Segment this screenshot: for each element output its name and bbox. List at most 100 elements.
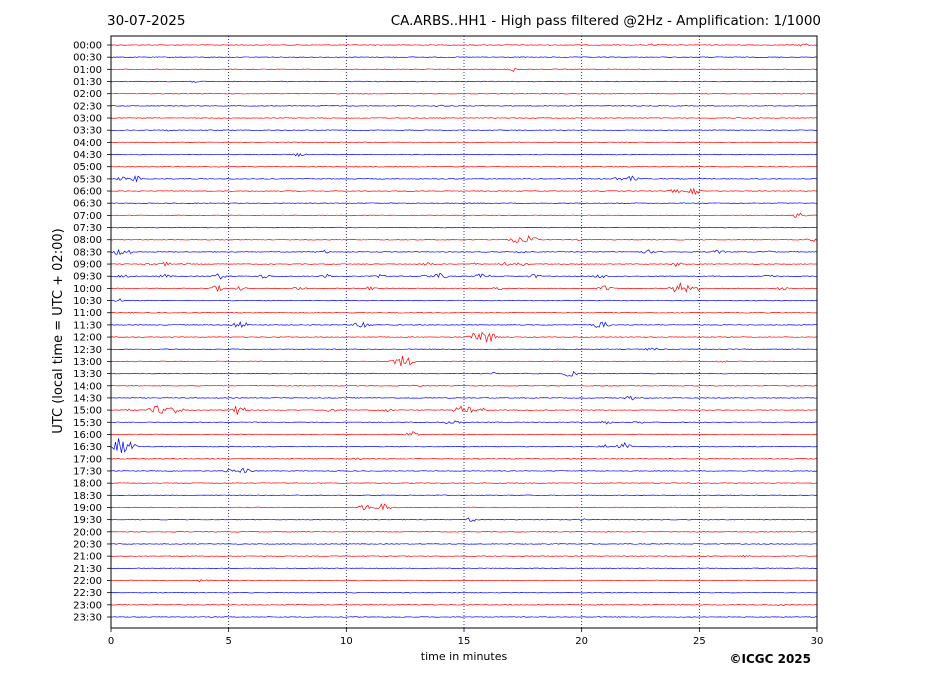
trace-1900: [110, 503, 818, 511]
y-tick-label-1030: 10:30: [73, 296, 102, 307]
y-tick-label-0800: 08:00: [73, 235, 102, 246]
y-tick-label-1800: 18:00: [73, 479, 102, 490]
trace-0430: [110, 152, 818, 158]
trace-2330: [110, 616, 818, 618]
trace-0200: [110, 92, 818, 95]
trace-2230: [110, 591, 818, 594]
trace-0930: [110, 272, 818, 280]
trace-1130: [110, 321, 818, 328]
y-tick-label-1630: 16:30: [73, 442, 102, 453]
trace-2300: [110, 603, 818, 606]
trace-1930: [110, 517, 818, 522]
y-tick-label-2100: 21:00: [73, 552, 102, 563]
y-tick-label-0700: 07:00: [73, 211, 102, 222]
y-tick-label-2200: 22:00: [73, 576, 102, 587]
trace-0800: [110, 234, 818, 243]
seismic-traces: [110, 43, 818, 618]
trace-1200: [110, 331, 818, 343]
y-tick-label-0430: 04:30: [73, 150, 102, 161]
y-tick-label-0000: 00:00: [73, 41, 102, 52]
trace-1430: [110, 395, 818, 401]
trace-1830: [110, 494, 818, 496]
trace-0130: [110, 80, 818, 83]
y-tick-label-0900: 09:00: [73, 260, 102, 271]
trace-0300: [110, 116, 818, 119]
trace-0730: [110, 226, 818, 229]
y-tick-label-1930: 19:30: [73, 515, 102, 526]
trace-1700: [110, 457, 818, 461]
y-tick-label-0530: 05:30: [73, 174, 102, 185]
trace-1300: [110, 355, 818, 367]
trace-1800: [110, 482, 818, 484]
plot-frame: [110, 35, 818, 629]
y-tick-label-1200: 12:00: [73, 333, 102, 344]
trace-0000: [110, 43, 818, 47]
date-label: 30-07-2025: [107, 13, 185, 29]
trace-0530: [110, 175, 818, 183]
y-tick-label-1000: 10:00: [73, 284, 102, 295]
trace-1230: [110, 347, 818, 351]
y-tick-label-0830: 08:30: [73, 247, 102, 258]
y-tick-label-0730: 07:30: [73, 223, 102, 234]
y-tick-label-2230: 22:30: [73, 588, 102, 599]
y-tick-label-0500: 05:00: [73, 162, 102, 173]
y-tick-label-2000: 20:00: [73, 527, 102, 538]
trace-0900: [110, 261, 818, 268]
y-tick-label-0400: 04:00: [73, 138, 102, 149]
y-tick-label-1300: 13:00: [73, 357, 102, 368]
y-tick-label-1230: 12:30: [73, 345, 102, 356]
trace-1500: [110, 405, 818, 415]
trace-1630: [110, 438, 818, 454]
y-tick-label-0130: 01:30: [73, 77, 102, 88]
trace-2000: [110, 531, 818, 533]
trace-1730: [110, 467, 818, 474]
trace-2100: [110, 554, 818, 558]
x-tick-label-25: 25: [693, 636, 706, 647]
x-tick-label-10: 10: [340, 636, 353, 647]
y-tick-label-1730: 17:30: [73, 466, 102, 477]
x-tick-label-0: 0: [108, 636, 114, 647]
x-tick-label-5: 5: [225, 636, 231, 647]
trace-0600: [110, 187, 818, 196]
vertical-gridlines: [228, 36, 700, 628]
trace-0330: [110, 129, 818, 132]
x-tick-label-30: 30: [811, 636, 824, 647]
y-tick-label-1900: 19:00: [73, 503, 102, 514]
x-tick-label-15: 15: [458, 636, 471, 647]
copyright-label: ©ICGC 2025: [729, 652, 811, 666]
y-tick-label-0230: 02:30: [73, 101, 102, 112]
trace-0100: [110, 67, 818, 72]
y-tick-label-0100: 01:00: [73, 65, 102, 76]
trace-1530: [110, 420, 818, 425]
trace-1600: [110, 431, 818, 436]
trace-0630: [110, 202, 818, 204]
trace-0400: [110, 141, 818, 144]
trace-2200: [110, 579, 818, 583]
trace-1330: [110, 370, 818, 377]
y-tick-label-1600: 16:00: [73, 430, 102, 441]
trace-0230: [110, 104, 818, 107]
y-tick-label-0030: 00:30: [73, 53, 102, 64]
y-tick-label-0630: 06:30: [73, 199, 102, 210]
y-tick-label-1330: 13:30: [73, 369, 102, 380]
y-tick-label-1430: 14:30: [73, 393, 102, 404]
y-tick-label-2130: 21:30: [73, 564, 102, 575]
trace-0830: [110, 248, 818, 256]
y-tick-label-1530: 15:30: [73, 418, 102, 429]
y-tick-label-2030: 20:30: [73, 539, 102, 550]
y-axis-label: UTC (local time = UTC + 02:00): [51, 228, 66, 433]
y-tick-label-0330: 03:30: [73, 126, 102, 137]
y-tick-label-1500: 15:00: [73, 406, 102, 417]
trace-2030: [110, 543, 818, 545]
trace-1100: [110, 312, 818, 314]
y-tick-label-1830: 18:30: [73, 491, 102, 502]
y-tick-label-2300: 23:00: [73, 600, 102, 611]
trace-2130: [110, 567, 818, 570]
y-tick-label-1130: 11:30: [73, 320, 102, 331]
trace-1400: [110, 384, 818, 387]
y-tick-label-0300: 03:00: [73, 114, 102, 125]
chart-title: CA.ARBS..HH1 - High pass filtered @2Hz -…: [391, 13, 821, 29]
trace-1000: [110, 282, 818, 293]
